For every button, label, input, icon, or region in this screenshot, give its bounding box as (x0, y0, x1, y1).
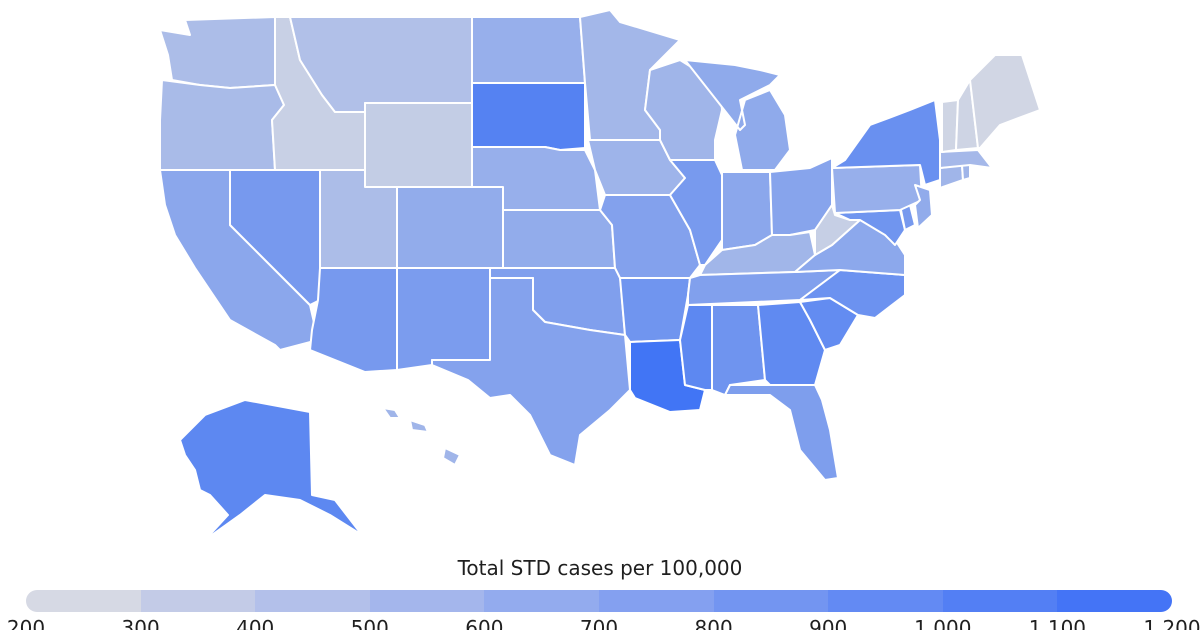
state-or (159, 79, 285, 171)
legend-tick-label: 400 (236, 616, 275, 630)
legend-tick-label: 600 (465, 616, 504, 630)
legend-color-bar (26, 590, 1172, 612)
us-states-map (159, 9, 1041, 541)
legend-tick-label: 1,100 (1028, 616, 1087, 630)
legend-segment (1057, 590, 1172, 612)
legend-segment (942, 590, 1058, 612)
legend-tick-label: 500 (350, 616, 389, 630)
state-tx (431, 277, 631, 466)
legend-segment (369, 590, 485, 612)
state-nc (799, 269, 906, 319)
legend-segment (828, 590, 943, 612)
states-layer (159, 9, 1041, 541)
legend-title: Total STD cases per 100,000 (457, 556, 743, 580)
state-fl (724, 384, 839, 481)
legend-segment (26, 590, 141, 612)
state-ri (961, 164, 971, 181)
state-nd (471, 16, 586, 84)
legend-tick-label: 1,000 (914, 616, 972, 630)
state-co (396, 186, 504, 269)
state-me (969, 54, 1041, 149)
state-il (669, 159, 723, 266)
state-wa (159, 16, 276, 89)
state-hi (382, 407, 461, 466)
state-ma (939, 149, 993, 169)
state-al (711, 304, 766, 396)
legend-segment (140, 590, 256, 612)
state-ks (502, 209, 616, 269)
legend-segment (255, 590, 370, 612)
state-mi (684, 59, 791, 171)
legend-tick-label: 300 (121, 616, 160, 630)
legend-segment (484, 590, 599, 612)
legend-tick-label: 200 (6, 616, 46, 630)
legend-tick-label: 800 (694, 616, 733, 630)
legend-segment (713, 590, 829, 612)
state-nj (914, 184, 933, 229)
legend-tick-label: 900 (809, 616, 848, 630)
state-pa (831, 164, 923, 214)
state-ne (471, 146, 601, 211)
legend-segment (598, 590, 714, 612)
state-wy (364, 102, 473, 188)
state-az (309, 267, 398, 373)
state-ar (619, 277, 691, 343)
state-sd (471, 82, 586, 151)
state-nm (396, 267, 491, 371)
legend-tick-label: 1,200 (1143, 616, 1200, 630)
state-ak (179, 399, 363, 541)
state-ms (679, 304, 713, 391)
legend-tick-label: 700 (579, 616, 619, 630)
